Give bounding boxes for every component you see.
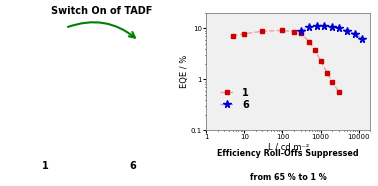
Text: from 65 % to 1 %: from 65 % to 1 %: [250, 173, 327, 182]
Text: 6: 6: [129, 161, 136, 171]
Text: Switch On of TADF: Switch On of TADF: [51, 6, 153, 16]
Text: 1: 1: [42, 161, 48, 171]
Text: Efficiency Roll-Offs Suppressed: Efficiency Roll-Offs Suppressed: [217, 149, 359, 158]
X-axis label: L / cd m⁻²: L / cd m⁻²: [268, 142, 309, 151]
Legend: 1, 6: 1, 6: [216, 84, 253, 114]
Y-axis label: EQE / %: EQE / %: [180, 55, 189, 88]
